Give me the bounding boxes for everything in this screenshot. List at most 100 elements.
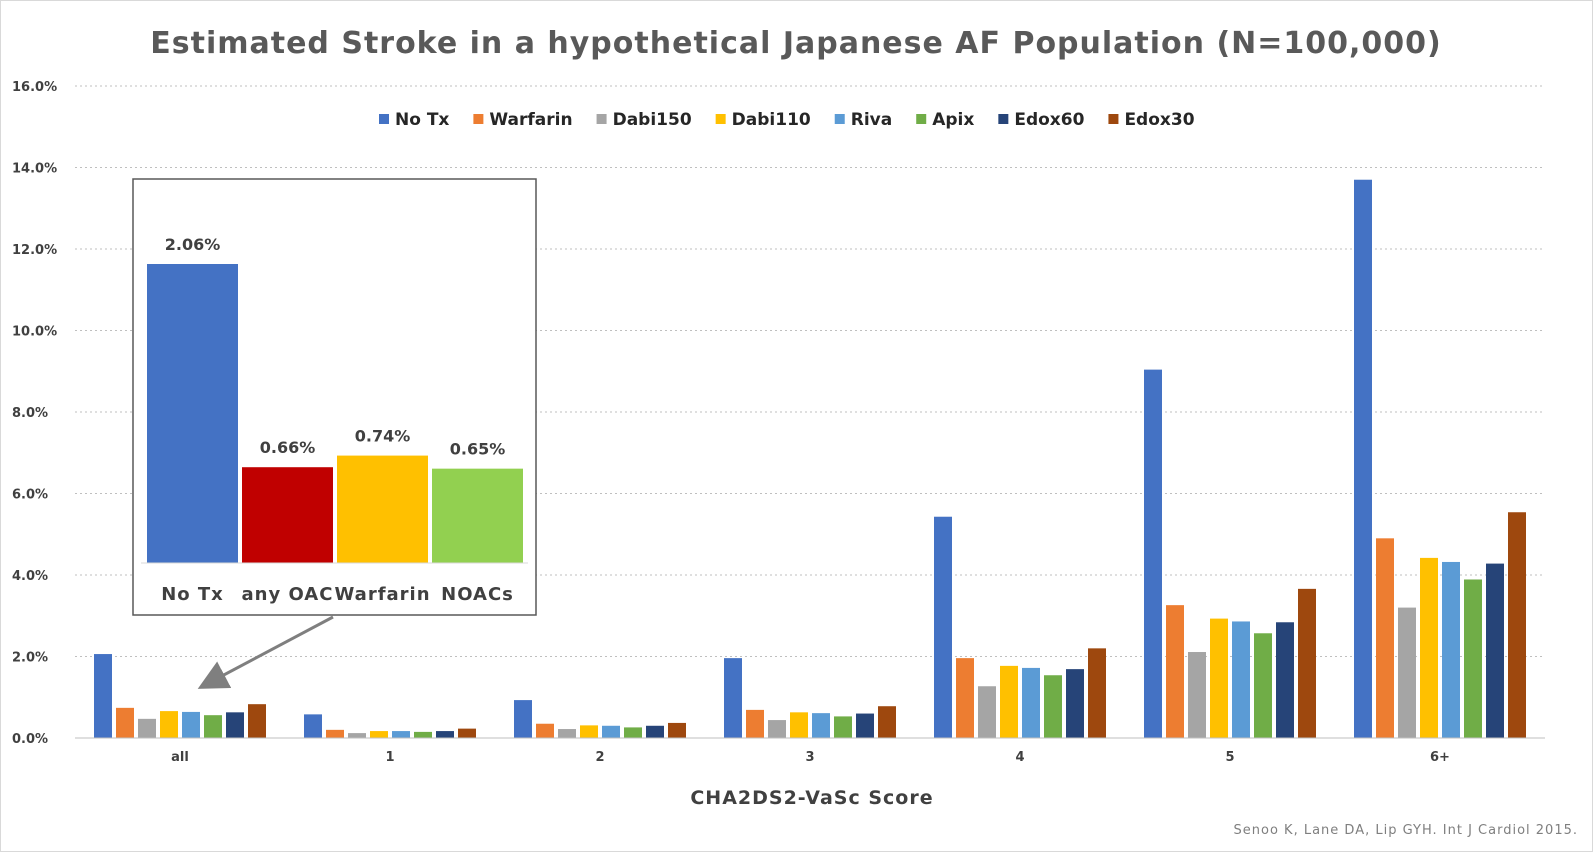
bar	[392, 731, 410, 738]
bar	[1376, 538, 1394, 738]
axis-layer: 0.0% 2.0% 4.0% 6.0% 8.0% 10.0% 12.0% 14.0% 16.0%…	[12, 80, 1545, 765]
legend-label: Dabi110	[732, 110, 811, 130]
inset-category-label: Warfarin	[334, 584, 430, 605]
legend-swatch	[473, 114, 484, 124]
y-tick-label: 10.0%	[12, 325, 57, 340]
x-tick-label: 5	[1225, 750, 1234, 765]
inset-chart: 2.06% No Tx 0.66% any OAC 0.74% Warfarin 0.65%…	[132, 178, 537, 689]
callout-arrow	[197, 615, 334, 689]
bar	[370, 731, 388, 738]
bar	[812, 713, 830, 738]
x-tick-label: 6+	[1430, 750, 1450, 765]
bar	[602, 725, 620, 738]
legend-swatch	[379, 114, 389, 124]
legend-label: No Tx	[395, 110, 449, 130]
y-tick-label: 0.0%	[12, 732, 48, 747]
legend-swatch	[596, 114, 607, 124]
y-tick-label: 14.0%	[12, 162, 57, 177]
bar	[558, 729, 576, 738]
inset-data-label: 0.65%	[450, 440, 506, 459]
bar	[116, 707, 134, 738]
bar	[1398, 607, 1416, 738]
citation: Senoo K, Lane DA, Lip GYH. Int J Cardiol…	[1234, 823, 1578, 838]
x-tick-label: 4	[1015, 750, 1024, 765]
bar	[856, 713, 874, 738]
x-tick-label: all	[171, 750, 189, 765]
inset-data-label: 2.06%	[165, 235, 221, 254]
bars-layer	[94, 179, 1526, 739]
inset-bar	[337, 455, 428, 563]
inset-category-label: No Tx	[161, 584, 224, 605]
bar	[138, 718, 156, 738]
x-tick-label: 3	[805, 750, 814, 765]
bar	[624, 727, 642, 738]
bar	[536, 723, 554, 738]
bar	[514, 700, 532, 738]
inset-data-label: 0.74%	[355, 427, 411, 446]
bar	[1188, 652, 1206, 738]
bar	[1210, 618, 1228, 738]
bar	[746, 709, 764, 738]
bar	[1354, 179, 1372, 739]
legend-label: Apix	[932, 110, 974, 130]
legend-label: Warfarin	[489, 110, 572, 130]
legend-label: Edox60	[1014, 110, 1084, 130]
bar	[1000, 665, 1018, 738]
chart-title: Estimated Stroke in a hypothetical Japan…	[150, 26, 1442, 61]
bar	[956, 658, 974, 738]
x-tick-label: 1	[385, 750, 394, 765]
bar	[834, 716, 852, 738]
legend-swatch	[1108, 114, 1119, 124]
inset-data-label: 0.66%	[260, 438, 316, 457]
bar	[458, 728, 476, 738]
y-tick-label: 8.0%	[12, 406, 48, 421]
bar	[1298, 588, 1316, 738]
bar	[326, 729, 344, 738]
inset-category-label: NOACs	[441, 584, 514, 605]
legend-swatch	[916, 114, 927, 124]
bar	[1022, 667, 1040, 738]
bar	[160, 711, 178, 738]
y-tick-label: 4.0%	[12, 569, 48, 584]
bar	[436, 731, 454, 738]
bar	[204, 715, 222, 738]
bar	[1144, 369, 1162, 738]
bar	[1254, 633, 1272, 738]
bar	[348, 733, 366, 738]
bar	[1486, 563, 1504, 738]
legend-label: Edox30	[1124, 110, 1194, 130]
inset-bar	[242, 467, 333, 563]
x-axis-label: CHA2DS2-VaSc Score	[690, 787, 933, 809]
bar	[934, 516, 952, 738]
legend-label: Riva	[851, 110, 892, 130]
bar	[768, 720, 786, 738]
bar	[1232, 621, 1250, 738]
legend-swatch	[715, 114, 726, 124]
bar	[1442, 561, 1460, 738]
legend: No Tx Warfarin Dabi150 Dabi110 Riva Apix Edox6…	[379, 110, 1195, 130]
bar	[580, 725, 598, 738]
legend-label: Dabi150	[613, 110, 692, 130]
bar	[304, 714, 322, 738]
y-tick-label: 2.0%	[12, 651, 48, 666]
y-tick-label: 6.0%	[12, 488, 48, 503]
y-tick-label: 12.0%	[12, 243, 57, 258]
bar	[878, 706, 896, 738]
inset-bar	[432, 468, 523, 563]
bar	[1088, 648, 1106, 738]
inset-category-label: any OAC	[242, 584, 334, 605]
bar	[1166, 605, 1184, 738]
bar	[646, 725, 664, 738]
bar	[94, 654, 112, 738]
y-tick-label: 16.0%	[12, 80, 57, 95]
bar	[226, 712, 244, 738]
x-tick-label: 2	[595, 750, 604, 765]
bar	[1508, 512, 1526, 738]
bar	[790, 712, 808, 738]
legend-swatch	[834, 114, 845, 124]
bar	[1464, 579, 1482, 738]
bar	[1276, 622, 1294, 738]
bar	[182, 711, 200, 738]
